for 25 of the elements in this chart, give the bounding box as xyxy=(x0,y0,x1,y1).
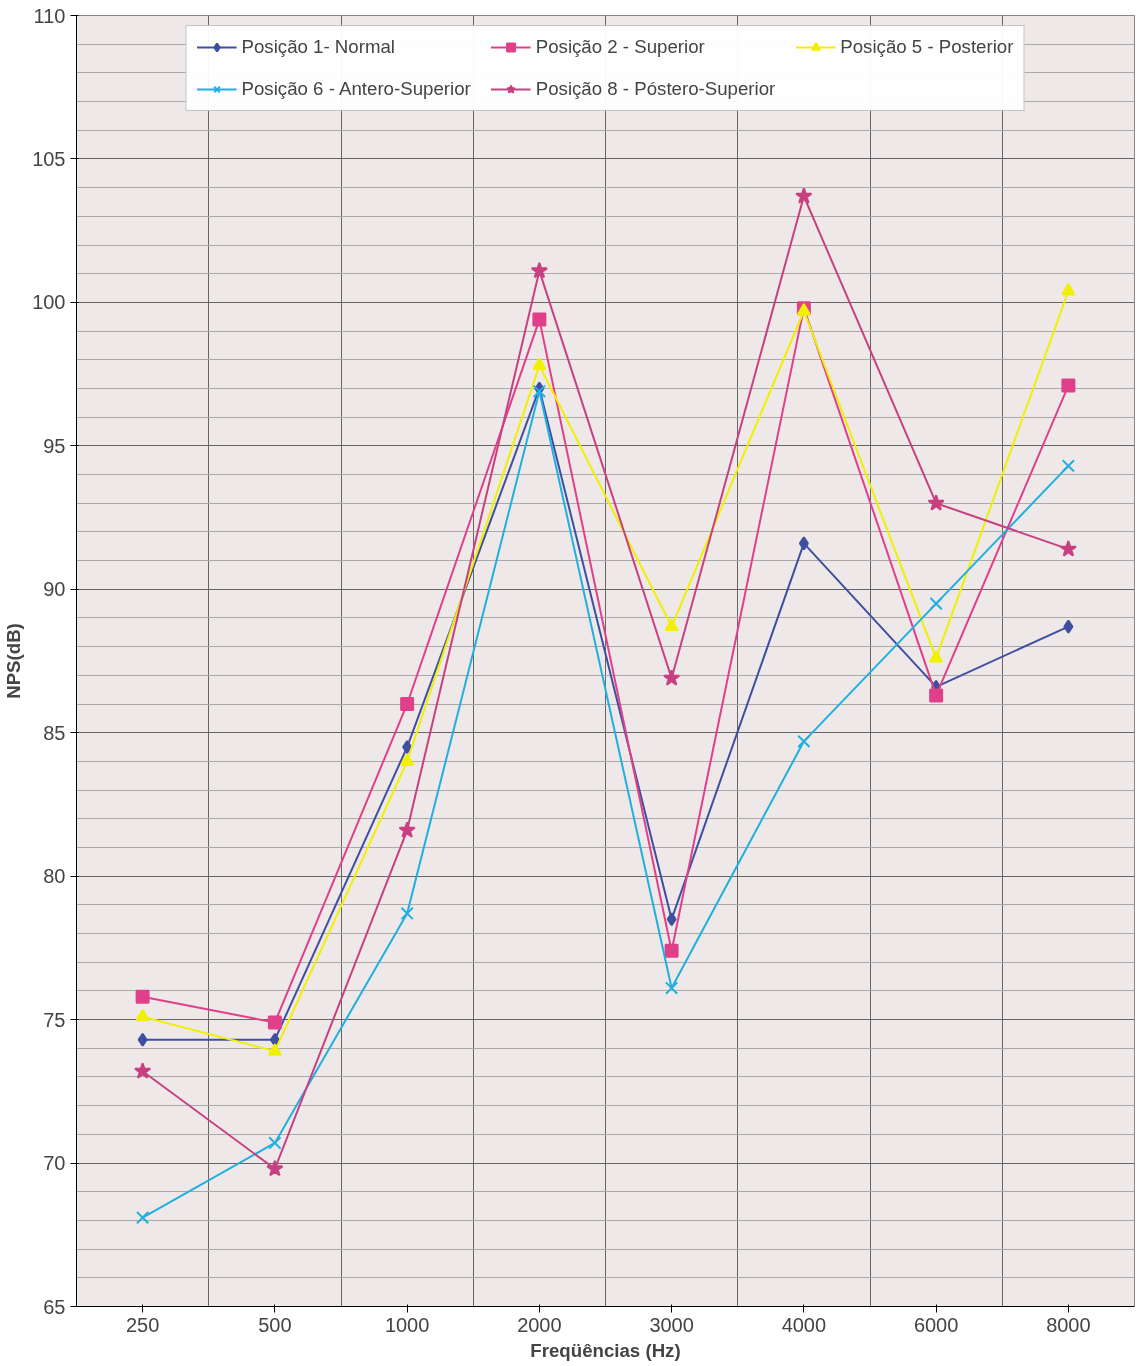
y-tick-label: 95 xyxy=(43,434,66,457)
y-tick-label: 100 xyxy=(32,291,66,314)
y-tick-label: 70 xyxy=(43,1152,66,1175)
y-axis-title: NPS(dB) xyxy=(3,623,25,699)
legend-label: Posição 1- Normal xyxy=(241,36,395,58)
y-tick-label: 80 xyxy=(43,865,66,888)
x-tick-label: 6000 xyxy=(913,1313,959,1336)
legend-label: Posição 6 - Antero-Superior xyxy=(241,78,471,100)
x-tick-label: 500 xyxy=(258,1313,292,1336)
x-axis-title: Freqüências (Hz) xyxy=(530,1339,681,1361)
x-tick-label: 4000 xyxy=(781,1313,827,1336)
x-tick-label: 3000 xyxy=(649,1313,694,1336)
y-tick-label: 110 xyxy=(33,4,66,27)
legend-label: Posição 5 - Posterior xyxy=(840,36,1014,58)
legend-label: Posição 8 - Póstero-Superior xyxy=(535,78,776,100)
y-tick-label: 65 xyxy=(43,1295,66,1318)
x-tick-label: 1000 xyxy=(384,1313,430,1336)
y-tick-label: 85 xyxy=(43,721,66,744)
x-tick-label: 8000 xyxy=(1046,1313,1091,1336)
y-tick-label: 90 xyxy=(43,578,66,601)
y-tick-label: 75 xyxy=(43,1008,66,1031)
legend-label: Posição 2 - Superior xyxy=(535,36,705,58)
x-tick-label: 2000 xyxy=(517,1313,562,1336)
y-tick-label: 105 xyxy=(32,147,66,170)
x-tick-label: 250 xyxy=(125,1313,160,1336)
